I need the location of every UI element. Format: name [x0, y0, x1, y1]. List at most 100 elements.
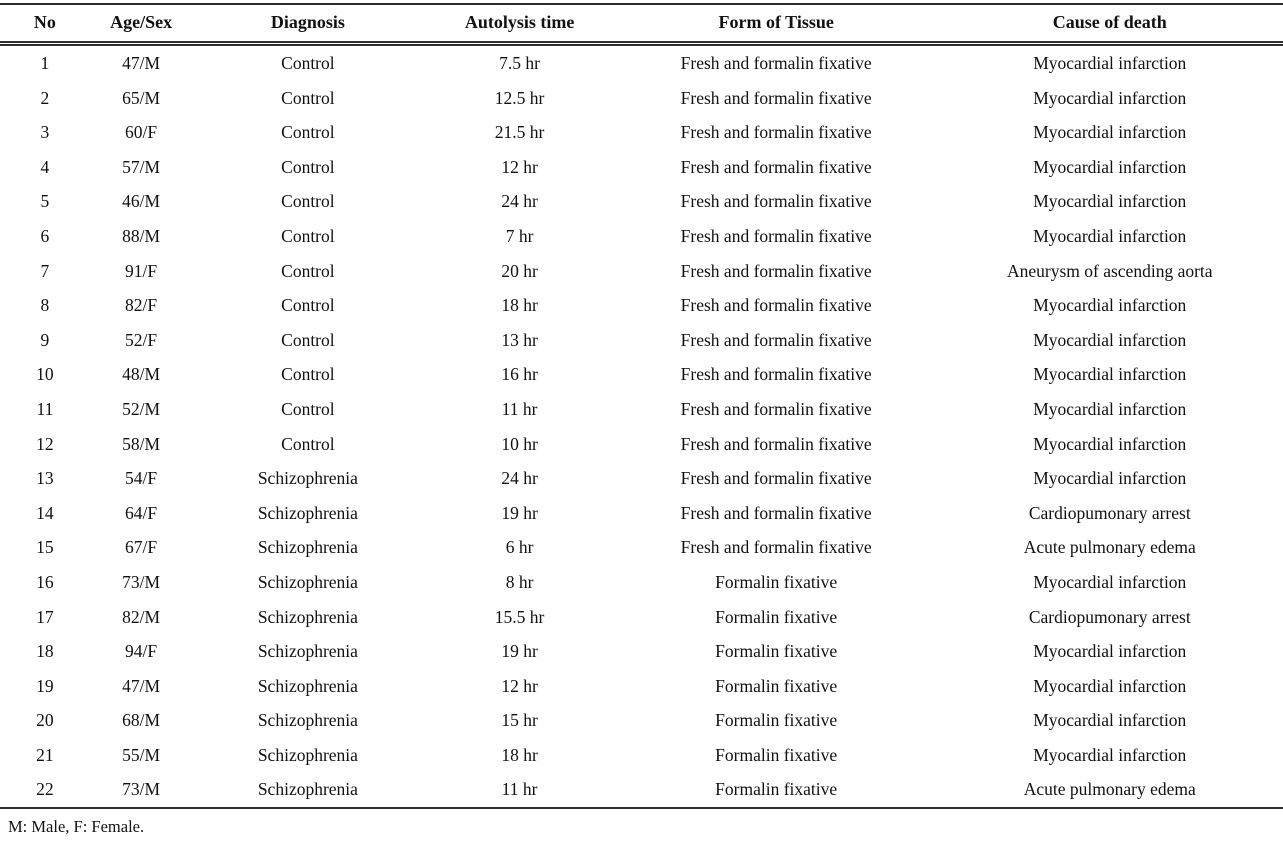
cell-autolysis-time: 11 hr: [423, 772, 616, 810]
cell-form-of-tissue: Formalin fixative: [715, 675, 838, 696]
cell-age-sex: 73/M: [122, 571, 161, 592]
cell-diagnosis: Control: [281, 433, 335, 454]
cell-age-sex: 88/M: [122, 225, 161, 246]
table-row: 19 47/M Schizophrenia 12 hr Formalin fix…: [0, 669, 1283, 704]
table-row: 15 67/F Schizophrenia 6 hr Fresh and for…: [0, 530, 1283, 565]
cell-age-sex: 94/F: [125, 641, 158, 662]
cell-cause-of-death: Myocardial infarction: [1033, 191, 1187, 212]
cell-cause-of-death: Myocardial infarction: [1033, 364, 1187, 385]
cell-diagnosis: Control: [281, 398, 335, 419]
cell-autolysis-time: 7.5 hr: [499, 53, 540, 73]
cell-no: 7: [40, 260, 50, 281]
cell-diagnosis: Control: [281, 260, 335, 281]
table-header: No Age/Sex Diagnosis Autolysis time Form…: [0, 3, 1283, 46]
cell-autolysis-time: 15.5 hr: [494, 606, 545, 627]
cell-cause-of-death: Myocardial infarction: [1033, 710, 1187, 731]
cell-form-of-tissue: Fresh and formalin fixative: [680, 156, 872, 177]
cell-no: 2: [40, 87, 50, 108]
table-row: 10 48/M Control 16 hr Fresh and formalin…: [0, 357, 1283, 392]
cell-no: 9: [40, 329, 50, 350]
cell-age-sex: 47/M: [122, 675, 161, 696]
table-row: 20 68/M Schizophrenia 15 hr Formalin fix…: [0, 703, 1283, 738]
cell-age-sex: 64/F: [125, 502, 158, 523]
table-row: 12 58/M Control 10 hr Fresh and formalin…: [0, 427, 1283, 462]
cell-cause-of-death: Myocardial infarction: [1033, 744, 1187, 765]
cell-age-sex: 48/M: [122, 364, 161, 385]
column-header-no: No: [0, 3, 90, 46]
cell-form-of-tissue: Fresh and formalin fixative: [680, 433, 872, 454]
subjects-table: No Age/Sex Diagnosis Autolysis time Form…: [0, 3, 1283, 810]
cell-form-of-tissue: Fresh and formalin fixative: [680, 260, 872, 281]
cell-autolysis-time: 12 hr: [501, 675, 538, 696]
cell-autolysis-time: 21.5 hr: [494, 122, 545, 143]
cell-no: 3: [40, 122, 50, 143]
cell-form-of-tissue: Fresh and formalin fixative: [680, 502, 872, 523]
cell-form-of-tissue: Fresh and formalin fixative: [680, 87, 872, 108]
cell-cause-of-death: Myocardial infarction: [1033, 329, 1187, 350]
cell-no: 21: [36, 744, 54, 765]
table-row: 4 57/M Control 12 hr Fresh and formalin …: [0, 150, 1283, 185]
table-row: 14 64/F Schizophrenia 19 hr Fresh and fo…: [0, 496, 1283, 531]
cell-cause-of-death: Myocardial infarction: [1033, 87, 1187, 108]
cell-form-of-tissue: Formalin fixative: [715, 571, 838, 592]
table-row: 13 54/F Schizophrenia 24 hr Fresh and fo…: [0, 461, 1283, 496]
cell-form-of-tissue: Formalin fixative: [715, 710, 838, 731]
column-header-form-of-tissue: Form of Tissue: [615, 3, 937, 46]
cell-cause-of-death: Myocardial infarction: [1033, 53, 1187, 73]
cell-no: 15: [36, 537, 54, 558]
cell-form-of-tissue: Formalin fixative: [715, 606, 838, 627]
cell-autolysis-time: 10 hr: [501, 433, 538, 454]
cell-age-sex: 52/M: [122, 398, 161, 419]
cell-diagnosis: Control: [281, 156, 335, 177]
cell-diagnosis: Control: [281, 53, 335, 73]
cell-no: 12: [36, 433, 54, 454]
cell-age-sex: 52/F: [125, 329, 158, 350]
cell-autolysis-time: 18 hr: [501, 295, 538, 316]
cell-age-sex: 82/M: [122, 606, 161, 627]
cell-age-sex: 57/M: [122, 156, 161, 177]
cell-cause-of-death: Myocardial infarction: [1033, 122, 1187, 143]
cell-cause-of-death: Acute pulmonary edema: [1023, 537, 1196, 558]
cell-form-of-tissue: Fresh and formalin fixative: [680, 537, 872, 558]
cell-form-of-tissue: Fresh and formalin fixative: [680, 329, 872, 350]
cell-diagnosis: Schizophrenia: [257, 744, 358, 765]
cell-autolysis-time: 24 hr: [501, 191, 538, 212]
cell-age-sex: 68/M: [122, 710, 161, 731]
table-row: 6 88/M Control 7 hr Fresh and formalin f…: [0, 219, 1283, 254]
cell-cause-of-death: Myocardial infarction: [1033, 156, 1187, 177]
cell-cause-of-death: Myocardial infarction: [1033, 295, 1187, 316]
cell-diagnosis: Control: [281, 329, 335, 350]
cell-no: 16: [36, 571, 54, 592]
cell-cause-of-death: Acute pulmonary edema: [936, 772, 1283, 810]
cell-cause-of-death: Myocardial infarction: [1033, 225, 1187, 246]
cell-autolysis-time: 16 hr: [501, 364, 538, 385]
cell-autolysis-time: 20 hr: [501, 260, 538, 281]
cell-no: 5: [40, 191, 50, 212]
cell-cause-of-death: Cardiopumonary arrest: [1028, 606, 1191, 627]
cell-form-of-tissue: Fresh and formalin fixative: [680, 53, 872, 73]
cell-no: 18: [36, 641, 54, 662]
cell-autolysis-time: 18 hr: [501, 744, 538, 765]
cell-diagnosis: Schizophrenia: [257, 675, 358, 696]
cell-form-of-tissue: Formalin fixative: [715, 744, 838, 765]
cell-diagnosis: Control: [281, 364, 335, 385]
cell-no: 8: [40, 295, 50, 316]
table-footnote: M: Male, F: Female.: [8, 817, 145, 837]
cell-autolysis-time: 24 hr: [501, 468, 538, 489]
column-header-diagnosis: Diagnosis: [192, 3, 424, 46]
column-header-cause-of-death: Cause of death: [936, 3, 1283, 46]
cell-age-sex: 73/M: [89, 772, 193, 810]
cell-cause-of-death: Cardiopumonary arrest: [1028, 502, 1191, 523]
cell-autolysis-time: 13 hr: [501, 329, 538, 350]
cell-diagnosis: Schizophrenia: [257, 606, 358, 627]
cell-autolysis-time: 8 hr: [505, 571, 534, 592]
table-row: 11 52/M Control 11 hr Fresh and formalin…: [0, 392, 1283, 427]
cell-diagnosis: Schizophrenia: [257, 571, 358, 592]
cell-autolysis-time: 19 hr: [501, 502, 538, 523]
cell-cause-of-death: Myocardial infarction: [1033, 433, 1187, 454]
cell-no: 20: [36, 710, 54, 731]
cell-form-of-tissue: Formalin fixative: [615, 772, 937, 810]
cell-diagnosis: Schizophrenia: [257, 537, 358, 558]
cell-age-sex: 91/F: [125, 260, 158, 281]
table-row: 7 91/F Control 20 hr Fresh and formalin …: [0, 254, 1283, 289]
